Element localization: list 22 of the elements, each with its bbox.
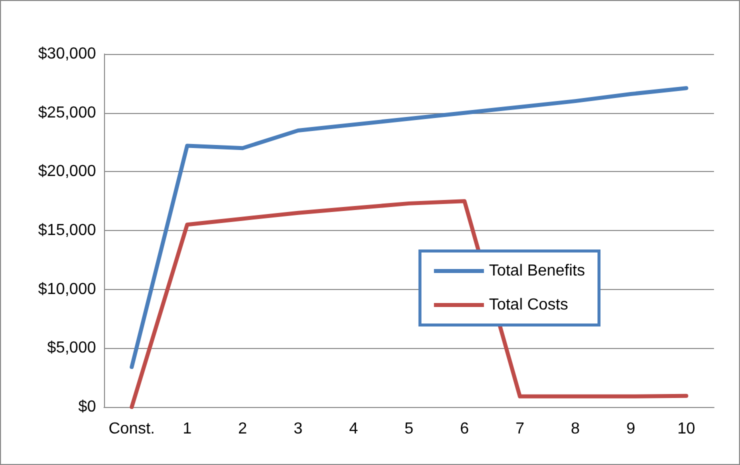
y-tick-label: $30,000	[38, 46, 96, 62]
legend-label: Total Costs	[488, 296, 568, 314]
x-tick-label: 6	[460, 420, 469, 438]
y-tick-label: $15,000	[38, 222, 96, 239]
line-series	[130, 199, 688, 409]
x-tick-label: 1	[182, 420, 192, 438]
x-tick-label: Const.	[108, 420, 155, 438]
x-tick-label: 3	[294, 420, 303, 438]
y-tick-label: $20,000	[38, 163, 96, 180]
x-tick-label: 8	[570, 420, 580, 438]
line-series	[130, 86, 688, 369]
x-tick-label: 4	[349, 420, 358, 438]
y-tick-label: $25,000	[38, 104, 96, 122]
x-tick-label: 7	[515, 420, 524, 438]
legend-label: Total Benefits	[488, 262, 586, 280]
y-tick-label: $0	[78, 398, 96, 416]
x-tick-label: 10	[677, 420, 696, 438]
y-tick-label: $5,000	[47, 340, 96, 357]
x-tick-label: 5	[404, 420, 414, 438]
x-tick-label: 2	[238, 420, 248, 438]
y-tick-label: $10,000	[38, 280, 96, 298]
x-tick-label: 9	[626, 420, 636, 438]
